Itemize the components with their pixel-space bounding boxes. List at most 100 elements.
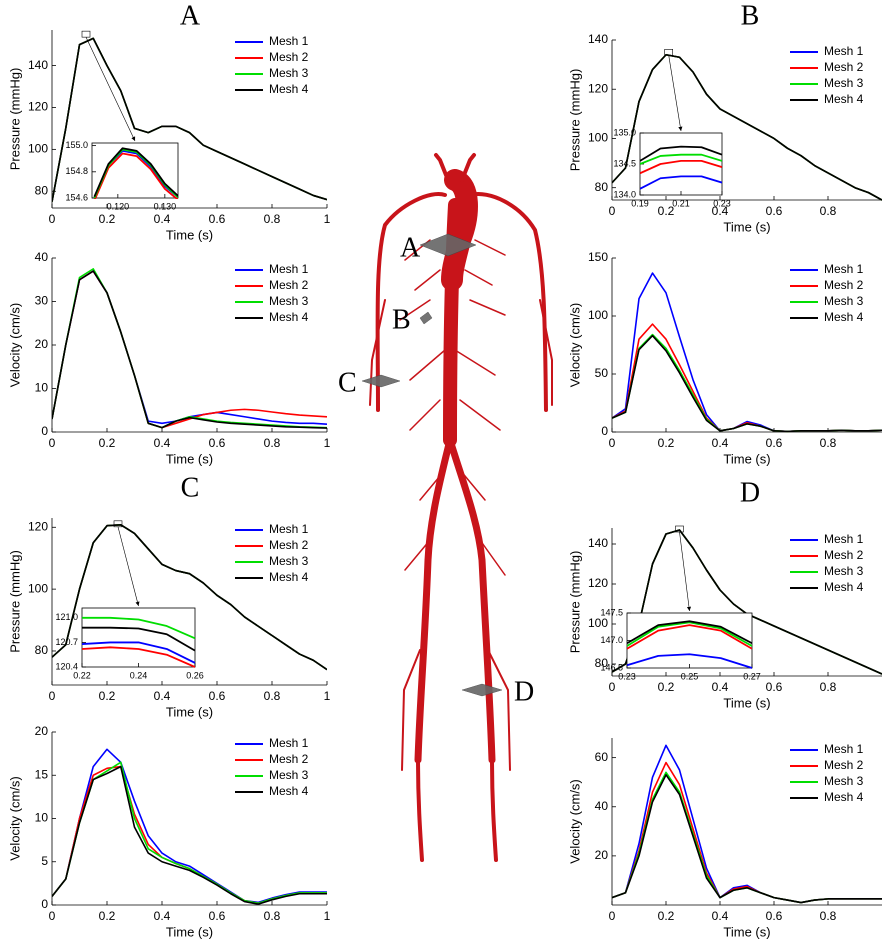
y-tick-label: 140 <box>588 536 608 550</box>
x-tick-label: 0.2 <box>99 436 116 450</box>
y-axis-label: Velocity (cm/s) <box>567 779 582 864</box>
x-tick-label: 0.6 <box>209 212 226 226</box>
series-line <box>627 620 752 645</box>
x-tick-label: 0.2 <box>658 680 675 694</box>
x-tick-label: 0 <box>609 436 616 450</box>
y-axis-label: Pressure (mmHg) <box>567 69 582 172</box>
plane-label: A <box>400 232 421 263</box>
x-tick-label: 0.8 <box>264 212 281 226</box>
x-axis-label: Time (s) <box>723 924 770 939</box>
legend-label: Mesh 1 <box>824 532 864 546</box>
x-tick-label: 0.4 <box>712 680 729 694</box>
x-tick-label: 0 <box>49 909 56 923</box>
x-tick-label: 0.2 <box>99 689 116 703</box>
x-tick-label: 1 <box>324 689 331 703</box>
series-line <box>627 653 752 669</box>
series-line <box>612 53 882 201</box>
y-axis-label: Pressure (mmHg) <box>567 551 582 654</box>
x-tick-label: 0.24 <box>130 670 148 680</box>
x-tick-label: 0.8 <box>820 909 837 923</box>
x-axis-label: Time (s) <box>723 695 770 710</box>
series-line <box>627 621 752 647</box>
x-tick-label: 0.2 <box>658 204 675 218</box>
legend-label: Mesh 4 <box>269 82 309 96</box>
y-tick-label: 154.6 <box>65 192 88 202</box>
series-line <box>82 626 195 652</box>
x-tick-label: 0.6 <box>766 909 783 923</box>
series-line <box>640 160 722 175</box>
y-tick-label: 154.8 <box>65 166 88 176</box>
x-tick-label: 0.2 <box>99 909 116 923</box>
x-tick-label: 0.4 <box>154 212 171 226</box>
y-tick-label: 120 <box>28 519 48 533</box>
x-tick-label: 0 <box>49 689 56 703</box>
series-line <box>640 145 722 162</box>
y-tick-label: 60 <box>595 750 609 764</box>
y-tick-label: 0 <box>601 424 608 438</box>
y-tick-label: 50 <box>595 366 609 380</box>
inset-frame <box>639 132 723 196</box>
y-tick-label: 20 <box>35 337 49 351</box>
legend-label: Mesh 2 <box>269 278 309 292</box>
legend-label: Mesh 2 <box>269 752 309 766</box>
x-tick-label: 0.8 <box>264 436 281 450</box>
legend-label: Mesh 1 <box>269 522 309 536</box>
x-tick-label: 0.6 <box>766 680 783 694</box>
x-tick-label: 0.4 <box>712 909 729 923</box>
x-axis-label: Time (s) <box>723 219 770 234</box>
y-tick-label: 155.0 <box>65 140 88 150</box>
y-axis-label: Pressure (mmHg) <box>7 550 22 653</box>
y-tick-label: 100 <box>588 616 608 630</box>
panel-title: D <box>740 477 760 508</box>
plane-label: B <box>392 304 411 335</box>
legend-label: Mesh 1 <box>824 742 864 756</box>
x-tick-label: 0 <box>609 680 616 694</box>
series-line <box>52 268 327 429</box>
legend-label: Mesh 1 <box>824 262 864 276</box>
x-tick-label: 0.25 <box>681 671 699 681</box>
y-tick-label: 0 <box>41 897 48 911</box>
y-tick-label: 30 <box>35 294 49 308</box>
x-tick-label: 0.4 <box>154 909 171 923</box>
x-tick-label: 0 <box>49 212 56 226</box>
legend-label: Mesh 2 <box>824 278 864 292</box>
x-tick-label: 1 <box>324 909 331 923</box>
legend-label: Mesh 4 <box>824 790 864 804</box>
legend-label: Mesh 3 <box>824 76 864 90</box>
y-tick-label: 10 <box>35 381 49 395</box>
x-tick-label: 0.4 <box>154 436 171 450</box>
legend-label: Mesh 2 <box>269 50 309 64</box>
y-tick-label: 80 <box>35 183 49 197</box>
y-tick-label: 140 <box>28 58 48 72</box>
y-tick-label: 80 <box>595 180 609 194</box>
legend-label: Mesh 3 <box>824 564 864 578</box>
zoom-arrow <box>117 526 140 607</box>
zoom-box <box>81 30 91 38</box>
x-axis-label: Time (s) <box>723 451 770 466</box>
y-tick-label: 100 <box>588 308 608 322</box>
y-tick-label: 5 <box>41 854 48 868</box>
y-tick-label: 147.0 <box>600 635 623 645</box>
x-tick-label: 0.6 <box>766 204 783 218</box>
x-tick-label: 0.6 <box>209 689 226 703</box>
y-tick-label: 40 <box>595 799 609 813</box>
x-tick-label: 0.130 <box>154 201 177 211</box>
y-tick-label: 120.7 <box>55 637 78 647</box>
y-tick-label: 146.5 <box>600 662 623 672</box>
x-tick-label: 0.8 <box>820 204 837 218</box>
plane-label: C <box>338 367 357 398</box>
series-line <box>52 524 327 671</box>
legend-label: Mesh 4 <box>269 310 309 324</box>
y-tick-label: 135.0 <box>613 127 636 137</box>
y-tick-label: 10 <box>35 811 49 825</box>
x-tick-label: 1 <box>324 212 331 226</box>
legend-label: Mesh 1 <box>824 44 864 58</box>
x-tick-label: 0 <box>609 204 616 218</box>
x-tick-label: 0.4 <box>712 204 729 218</box>
x-tick-label: 0.6 <box>209 909 226 923</box>
y-tick-label: 150 <box>588 250 608 264</box>
y-tick-label: 120 <box>588 81 608 95</box>
x-tick-label: 0.22 <box>73 670 91 680</box>
plane-label: D <box>514 676 534 707</box>
series-line <box>93 147 178 198</box>
